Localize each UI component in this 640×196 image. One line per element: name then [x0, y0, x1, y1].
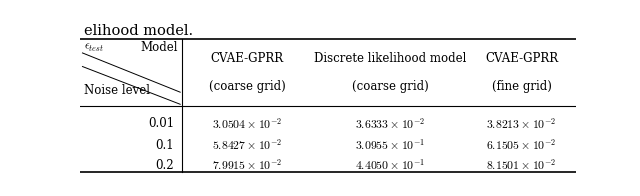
Text: $7.9915 \times 10^{-2}$: $7.9915 \times 10^{-2}$	[212, 158, 283, 173]
Text: $3.0955 \times 10^{-1}$: $3.0955 \times 10^{-1}$	[355, 138, 425, 152]
Text: $4.4050 \times 10^{-1}$: $4.4050 \times 10^{-1}$	[355, 158, 425, 173]
Text: CVAE-GPRR: CVAE-GPRR	[485, 53, 558, 65]
Text: CVAE-GPRR: CVAE-GPRR	[211, 53, 284, 65]
Text: elihood model.: elihood model.	[84, 24, 193, 37]
Text: Model: Model	[140, 41, 178, 54]
Text: $3.0504 \times 10^{-2}$: $3.0504 \times 10^{-2}$	[212, 116, 283, 131]
Text: 0.01: 0.01	[148, 117, 174, 130]
Text: $\epsilon_{test}$: $\epsilon_{test}$	[84, 41, 104, 54]
Text: $3.8213 \times 10^{-2}$: $3.8213 \times 10^{-2}$	[486, 116, 557, 131]
Text: (coarse grid): (coarse grid)	[209, 80, 286, 93]
Text: Noise level: Noise level	[84, 84, 150, 97]
Text: $6.1505 \times 10^{-2}$: $6.1505 \times 10^{-2}$	[486, 138, 557, 152]
Text: Discrete likelihood model: Discrete likelihood model	[314, 53, 466, 65]
Text: (coarse grid): (coarse grid)	[351, 80, 428, 93]
Text: 0.2: 0.2	[156, 159, 174, 172]
Text: $5.8427 \times 10^{-2}$: $5.8427 \times 10^{-2}$	[212, 138, 283, 152]
Text: 0.1: 0.1	[156, 139, 174, 152]
Text: (fine grid): (fine grid)	[492, 80, 552, 93]
Text: $3.6333 \times 10^{-2}$: $3.6333 \times 10^{-2}$	[355, 116, 425, 131]
Text: $8.1501 \times 10^{-2}$: $8.1501 \times 10^{-2}$	[486, 158, 557, 173]
